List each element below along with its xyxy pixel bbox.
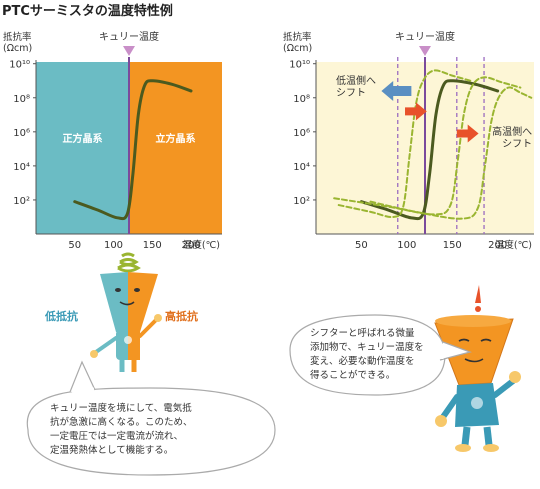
x-tick-3: 200	[181, 240, 200, 251]
y-tick-2: 10⁶	[293, 128, 310, 139]
speech-bubble-right: シフターと呼ばれる微量 添加物で、キュリー温度を 変え、必要な動作温度を 得るこ…	[310, 328, 424, 381]
region-1	[129, 62, 222, 234]
annotation-low-line-1: シフト	[336, 88, 366, 99]
series-line-1	[337, 69, 472, 219]
x-axis-label: 温度(℃)	[495, 239, 532, 251]
y-tick-1: 10⁴	[293, 162, 310, 173]
series-line-0	[73, 79, 193, 221]
curie-label: キュリー温度	[99, 30, 159, 43]
y-tick-0: 10²	[13, 196, 30, 207]
chart-curie-temperature: 正方晶系 立方晶系 抵抗率(Ωcm) 10² 10⁴ 10⁶ 10⁸ 10¹⁰ 50 100 150…	[3, 30, 222, 251]
y-axis-unit: (Ωcm)	[3, 43, 32, 54]
curie-arrow-icon	[419, 46, 431, 56]
shift-right-arrow-icon-1	[405, 102, 427, 121]
x-tick-1: 100	[397, 240, 416, 251]
y-tick-3: 10⁸	[13, 94, 30, 105]
annotation-low-line-0: 低温側へ	[336, 74, 376, 87]
shift-left-arrow-icon	[381, 80, 412, 101]
x-axis-label: 温度(℃)	[183, 239, 220, 251]
y-axis-unit: (Ωcm)	[283, 43, 312, 54]
annotation-high-line-1: シフト	[502, 139, 532, 150]
x-tick-1: 100	[104, 240, 123, 251]
shift-right-arrow-icon-2	[456, 124, 479, 143]
annotation-high-line-0: 高温側へ	[492, 125, 532, 138]
x-tick-2: 150	[443, 240, 462, 251]
curie-arrow-icon	[123, 46, 135, 56]
page-title: PTCサーミスタの温度特性例	[2, 4, 173, 19]
thermistor-character-right	[434, 285, 521, 452]
thermistor-character-left	[90, 252, 162, 372]
y-tick-2: 10⁶	[13, 128, 30, 139]
region-label-0: 正方晶系	[63, 132, 103, 145]
region-label-1: 立方晶系	[156, 132, 196, 145]
speech-bubble-left: キュリー温度を境にして、電気抵 抗が急激に高くなる。このため、 一定電圧では一定…	[50, 403, 193, 456]
y-tick-1: 10⁴	[13, 162, 30, 173]
chart-shift: 抵抗率(Ωcm) 10² 10⁴ 10⁶ 10⁸ 10¹⁰ 50 100 150 200温度(℃)…	[283, 30, 534, 251]
y-tick-4: 10¹⁰	[289, 60, 310, 71]
series-line-3	[369, 86, 533, 220]
y-tick-3: 10⁸	[293, 94, 310, 105]
spring-icon	[117, 252, 141, 273]
curie-label: キュリー温度	[395, 30, 455, 43]
x-tick-0: 50	[355, 240, 368, 251]
y-axis-label: 抵抗率	[3, 31, 32, 43]
x-tick-3: 200	[488, 240, 507, 251]
x-tick-0: 50	[68, 240, 81, 251]
y-axis-label: 抵抗率	[283, 31, 312, 43]
high-resistance-label: 高抵抗	[165, 310, 198, 323]
low-resistance-label: 低抵抗	[45, 310, 78, 323]
x-tick-2: 150	[143, 240, 162, 251]
y-tick-0: 10²	[293, 196, 310, 207]
y-tick-4: 10¹⁰	[9, 60, 30, 71]
